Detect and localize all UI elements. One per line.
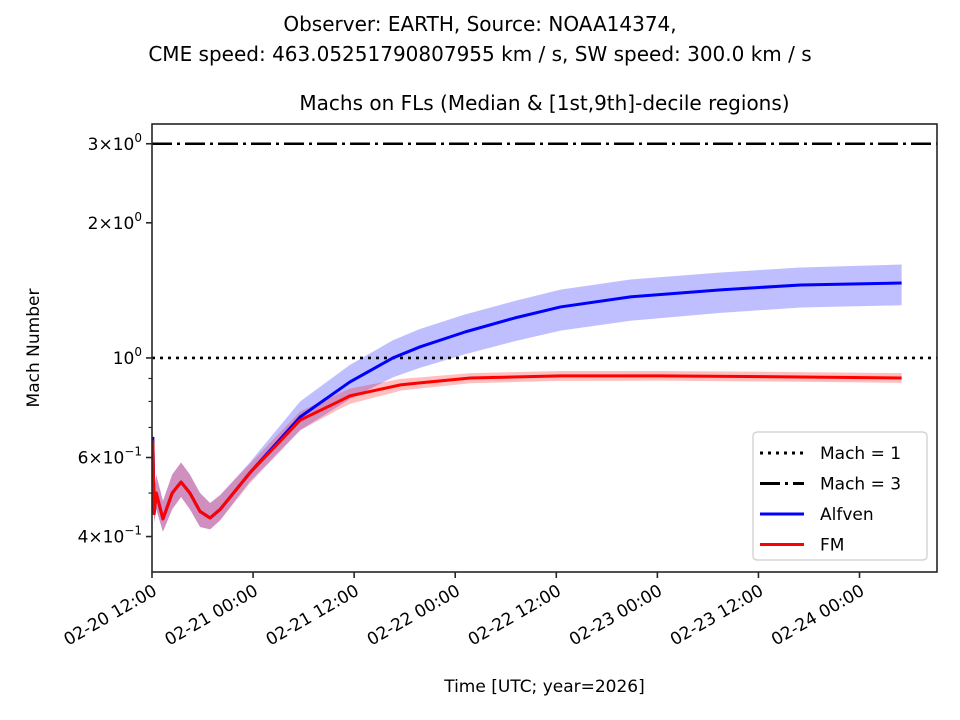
decile-bands [152,264,902,532]
y-tick-label: 100 [113,345,142,369]
legend: Mach = 1 Mach = 3 Alfven FM [752,431,928,561]
plot-area [152,142,937,532]
suptitle-line-1: Observer: EARTH, Source: NOAA14374, [283,12,676,36]
fm-median-line [152,374,902,521]
y-axis-ticks: 3×100 2×100 100 6×10−1 4×10−1 [78,131,152,548]
axes-frame [151,123,938,573]
y-tick-label: 6×10−1 [78,445,142,469]
alfven-decile-band [152,264,902,532]
y-tick-label: 2×100 [88,210,142,234]
y-tick-label: 4×10−1 [78,524,142,548]
suptitle-line-2: CME speed: 463.05251790807955 km / s, SW… [148,42,811,66]
y-tick-label: 3×100 [88,131,142,155]
legend-label-mach-1: Mach = 1 [820,444,901,464]
x-axis-label: Time [UTC; year=2026] [443,677,645,697]
axes-title: Machs on FLs (Median & [1st,9th]-decile … [299,91,789,115]
reference-lines [152,142,937,360]
y-axis-label: Mach Number [24,289,44,408]
legend-label-mach-3: Mach = 3 [820,475,901,495]
median-lines [152,281,902,521]
legend-label-fm: FM [820,536,844,556]
legend-label-alfven: Alfven [820,505,874,525]
legend-frame [752,431,928,561]
